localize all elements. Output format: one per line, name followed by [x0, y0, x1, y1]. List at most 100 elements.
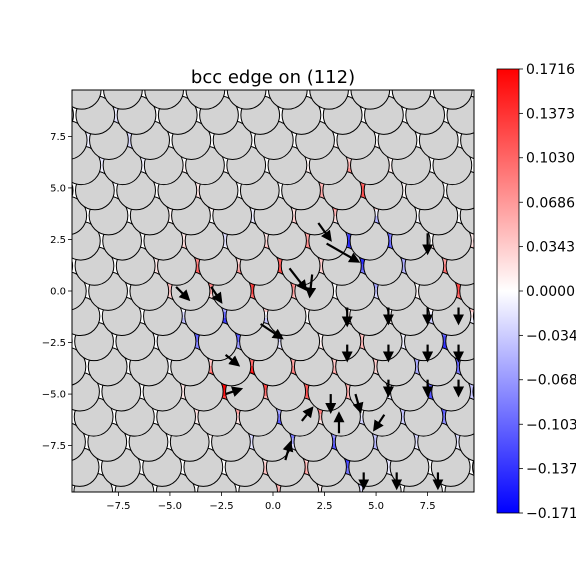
- field-cell: [468, 384, 474, 391]
- atom: [226, 90, 267, 110]
- displacement-arrow: [210, 286, 223, 304]
- field-cell: [318, 186, 325, 193]
- x-tick-label: −2.5: [209, 501, 233, 512]
- atom: [350, 90, 391, 110]
- atom: [72, 413, 73, 421]
- atom: [309, 90, 349, 110]
- atom: [185, 90, 226, 110]
- colorbar-tick-label: 0.0000: [526, 284, 575, 300]
- x-axis: −7.5 −5.0 −2.5 0.0 2.5 5.0 7.5: [106, 492, 436, 512]
- field-cell: [402, 192, 409, 199]
- field-cell: [276, 342, 283, 349]
- field-cell: [180, 318, 187, 325]
- y-axis: 7.5 5.0 2.5 0.0 −2.5 −5.0 −7.5: [42, 132, 72, 452]
- field-cell: [192, 408, 199, 415]
- field-cell: [426, 306, 433, 313]
- field-cell: [360, 192, 367, 199]
- atom: [144, 90, 185, 110]
- field-cell: [222, 312, 229, 319]
- field-cell: [360, 420, 367, 427]
- atom: [72, 106, 74, 124]
- field-cell: [222, 234, 229, 241]
- displacement-arrow: [305, 274, 317, 299]
- y-tick-label: 0.0: [50, 287, 66, 298]
- chart-title: bcc edge on (112): [191, 67, 355, 88]
- displacement-arrow: [352, 393, 364, 414]
- displacement-arrow: [326, 242, 361, 263]
- colorbar-tick-label: 0.0686: [526, 195, 575, 211]
- colorbar-tick-label: 0.1030: [526, 151, 575, 167]
- field-cell: [330, 444, 337, 451]
- displacement-arrows: [175, 222, 465, 491]
- field-cell: [318, 342, 325, 349]
- field-cell: [468, 306, 474, 313]
- field-cell: [180, 390, 187, 397]
- field-cell: [372, 360, 379, 367]
- y-tick-label: 5.0: [50, 183, 66, 194]
- field-cell: [180, 384, 187, 391]
- atom: [72, 90, 102, 110]
- colorbar: [496, 68, 520, 514]
- x-tick-label: −5.0: [158, 501, 182, 512]
- colorbar-tick-label: −0.0343: [526, 328, 576, 344]
- field-cell: [276, 408, 283, 415]
- field-cell: [288, 432, 295, 439]
- field-cell: [318, 408, 325, 415]
- colorbar-tick-label: −0.0686: [526, 373, 576, 389]
- displacement-arrow: [288, 267, 308, 292]
- field-cell: [330, 432, 337, 439]
- field-cell: [318, 258, 325, 265]
- field-cell: [306, 168, 313, 175]
- field-cell: [234, 408, 241, 415]
- field-cell: [360, 258, 367, 265]
- field-cell: [372, 444, 379, 451]
- field-cell: [372, 282, 379, 289]
- atom: [432, 90, 473, 110]
- field-cell: [222, 240, 229, 247]
- y-tick-label: −2.5: [42, 338, 66, 349]
- field-cell: [414, 216, 421, 223]
- displacement-arrow: [301, 406, 314, 422]
- colorbar-tick-label: 0.1373: [526, 106, 575, 122]
- field-cell: [360, 264, 367, 271]
- field-cell: [468, 390, 474, 397]
- field-cell: [372, 294, 379, 301]
- colorbar-tick-label: 0.0343: [526, 240, 575, 256]
- field-cell: [264, 318, 271, 325]
- field-cell: [276, 414, 283, 421]
- field-cell: [456, 294, 463, 301]
- colorbar-tick-label: −0.1030: [526, 417, 576, 433]
- colorbar-tick-label: −0.1716: [526, 506, 576, 522]
- field-cell: [372, 366, 379, 373]
- colorbar-axis: 0.1716 0.1373 0.1030 0.0686 0.0343 0.0000 −0.0…: [519, 62, 576, 522]
- y-tick-label: 2.5: [50, 235, 66, 246]
- field-cell: [222, 384, 229, 391]
- field-cell: [276, 264, 283, 271]
- field-cell: [222, 168, 229, 175]
- displacement-arrow: [224, 354, 241, 367]
- field-cell: [306, 156, 313, 163]
- field-cell: [168, 216, 175, 223]
- field-cell: [222, 318, 229, 325]
- atom: [72, 259, 74, 273]
- x-tick-label: −7.5: [106, 501, 130, 512]
- x-tick-label: 7.5: [420, 501, 436, 512]
- field-cell: [414, 360, 421, 367]
- field-cell: [414, 294, 421, 301]
- field-cell: [318, 192, 325, 199]
- field-cell: [168, 294, 175, 301]
- atom-layer: [33, 90, 474, 512]
- displacement-arrow: [175, 286, 191, 302]
- field-cell: [168, 282, 175, 289]
- displacement-arrow: [317, 222, 332, 242]
- field-cell: [318, 336, 325, 343]
- colorbar-tick-label: 0.1716: [526, 62, 575, 78]
- x-tick-label: 5.0: [368, 501, 384, 512]
- field-cell: [372, 438, 379, 445]
- displacement-arrow: [373, 414, 386, 432]
- colorbar-tick-label: −0.1373: [526, 462, 576, 478]
- x-tick-label: 0.0: [265, 501, 281, 512]
- y-tick-label: 7.5: [50, 132, 66, 143]
- atom: [33, 473, 72, 512]
